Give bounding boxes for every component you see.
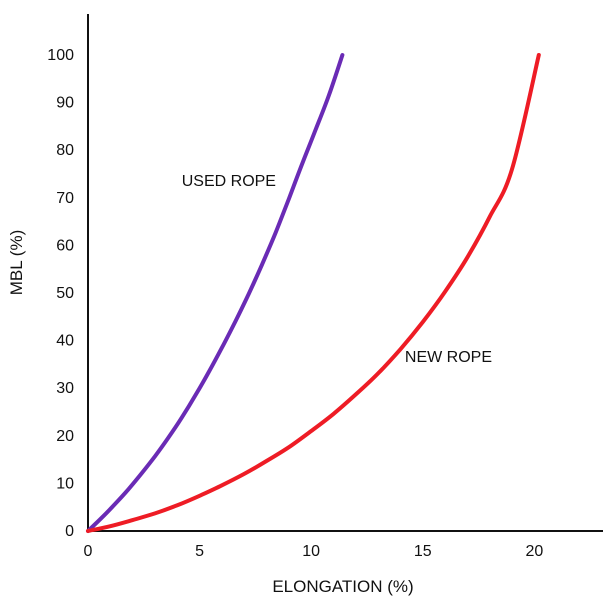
y-tick-label: 50 [56, 285, 74, 302]
annotation-new-rope: NEW ROPE [405, 349, 492, 366]
y-tick-label: 0 [65, 523, 74, 540]
x-tick-label: 20 [525, 543, 543, 560]
x-tick-label: 5 [195, 543, 204, 560]
y-tick-label: 70 [56, 190, 74, 207]
y-tick-labels: 0 10 20 30 40 50 60 70 80 90 100 [47, 47, 74, 540]
x-axis-title: ELONGATION (%) [272, 577, 413, 596]
y-tick-label: 100 [47, 47, 74, 64]
axes [87, 14, 603, 532]
series-line-used-rope [86, 53, 345, 533]
x-tick-label: 0 [84, 543, 93, 560]
y-tick-label: 10 [56, 475, 74, 492]
y-tick-label: 40 [56, 333, 74, 350]
y-tick-label: 20 [56, 428, 74, 445]
series-line-new-rope [86, 53, 541, 533]
y-tick-label: 30 [56, 380, 74, 397]
series-lines [86, 53, 541, 533]
x-tick-labels: 0 5 10 15 20 [84, 543, 544, 560]
series-annotations: USED ROPE NEW ROPE [182, 173, 492, 366]
y-axis-title: MBL (%) [7, 230, 26, 296]
annotation-used-rope: USED ROPE [182, 173, 276, 190]
y-tick-label: 80 [56, 142, 74, 159]
y-tick-label: 90 [56, 95, 74, 112]
x-tick-label: 15 [414, 543, 432, 560]
x-tick-label: 10 [302, 543, 320, 560]
y-tick-label: 60 [56, 237, 74, 254]
